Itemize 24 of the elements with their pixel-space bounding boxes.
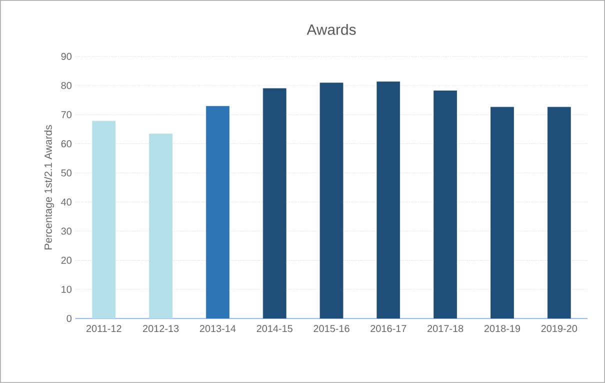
y-tick-label: 90 (61, 52, 72, 60)
y-axis-title: Percentage 1st/2.1 Awards (44, 125, 54, 250)
bar (376, 82, 400, 319)
x-tick-label: 2014-15 (256, 325, 292, 332)
bar (149, 134, 172, 319)
x-tick-label: 2017-18 (428, 325, 464, 332)
x-tick-label: 2015-16 (314, 325, 350, 332)
y-tick-label: 50 (61, 169, 72, 176)
x-tick-label: 2016-17 (370, 325, 406, 332)
y-tick-label: 30 (61, 228, 72, 235)
x-tick-label: 2013-14 (200, 325, 236, 332)
y-tick-label: 40 (61, 198, 72, 206)
y-tick-label: 60 (61, 140, 72, 148)
x-tick-label: 2019-20 (541, 325, 578, 332)
y-tick-label: 20 (61, 256, 72, 264)
y-tick-label: 10 (62, 286, 72, 293)
y-tick-label: 80 (61, 82, 72, 90)
x-tick-label: 2018-19 (484, 325, 520, 332)
x-tick-label: 2012-13 (143, 325, 179, 332)
x-tick-label: 2011-12 (86, 325, 122, 332)
y-tick-label: 0 (66, 315, 72, 322)
y-tick-label: 70 (61, 111, 72, 118)
bar (434, 90, 458, 319)
chart-title: Awards (306, 24, 356, 35)
